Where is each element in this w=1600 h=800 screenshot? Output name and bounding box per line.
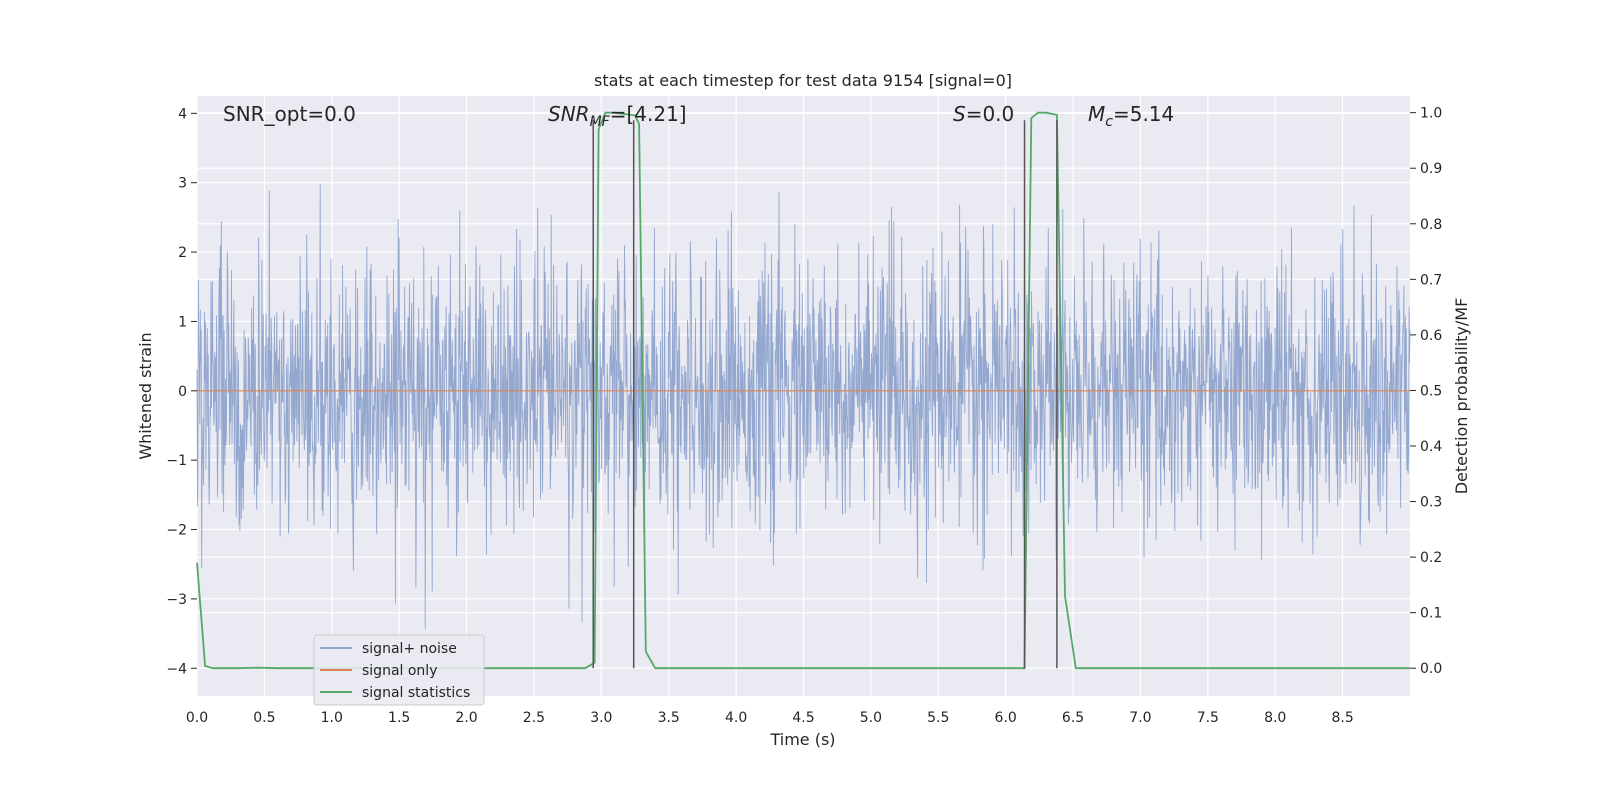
legend: signal+ noise signal only signal statist…: [313, 634, 485, 706]
annotation-s: S=0.0: [953, 102, 1014, 126]
y-right-axis-label: Detection probability/MF: [1452, 298, 1471, 495]
y-left-tick-labels: −4 −3 −2 −1 0 1 2 3 4: [166, 106, 197, 677]
legend-box: [313, 634, 485, 706]
y-right-tick-5: 0.5: [1420, 383, 1442, 399]
y-right-tick-8: 0.8: [1420, 217, 1442, 233]
x-tick-labels: 0.0 0.5 1.0 1.5 2.0 2.5 3.0 3.5 4.0 4.5 5.0 5.5 6.0 6…: [186, 710, 1354, 726]
x-tick-9: 4.5: [792, 710, 814, 726]
x-tick-0: 0.0: [186, 710, 208, 726]
mc-sub: c: [1105, 114, 1113, 130]
y-left-tick-1: −3: [166, 592, 187, 608]
y-left-tick-6: 2: [178, 245, 187, 261]
y-right-tick-0: 0.0: [1420, 661, 1442, 677]
y-right-tick-labels: 0.0 0.1 0.2 0.3 0.4 0.5 0.6 0.7 0.8 0.9 1.0: [1410, 106, 1442, 677]
y-left-tick-2: −2: [166, 523, 187, 539]
y-right-tick-9: 0.9: [1420, 161, 1442, 177]
annotation-mc: Mc=5.14: [1088, 102, 1174, 130]
y-right-tick-2: 0.2: [1420, 550, 1442, 566]
snr-mf-base: SNR: [548, 102, 590, 126]
snr-mf-sub: MF: [590, 114, 611, 130]
x-tick-3: 1.5: [388, 710, 410, 726]
y-right-tick-1: 0.1: [1420, 606, 1442, 622]
mc-value: =5.14: [1113, 102, 1174, 126]
y-left-tick-5: 1: [178, 314, 187, 330]
annotation-snr-mf: SNRMF=[4.21]: [548, 102, 687, 130]
vertical-markers: [592, 120, 1058, 669]
x-tick-1: 0.5: [253, 710, 275, 726]
s-value: =0.0: [966, 102, 1015, 126]
x-tick-2: 1.0: [321, 710, 343, 726]
y-right-tick-6: 0.6: [1420, 328, 1442, 344]
legend-label-noise: signal+ noise: [362, 641, 457, 657]
y-right-tick-7: 0.7: [1420, 272, 1442, 288]
signal-statistics-series: [196, 111, 1410, 670]
signal-noise-series: [196, 183, 1411, 629]
x-tick-14: 7.0: [1129, 710, 1151, 726]
signal-noise-line: [196, 183, 1411, 629]
y-right-tick-4: 0.4: [1420, 439, 1442, 455]
y-right-tick-10: 1.0: [1420, 106, 1442, 122]
x-tick-17: 8.5: [1331, 710, 1353, 726]
s-symbol: S: [953, 102, 966, 126]
signal-statistics-line: [196, 111, 1410, 670]
y-left-tick-8: 4: [178, 106, 187, 122]
x-tick-15: 7.5: [1197, 710, 1219, 726]
chart-title: stats at each timestep for test data 915…: [594, 71, 1012, 90]
snr-mf-value: =[4.21]: [610, 102, 687, 126]
x-tick-6: 3.0: [590, 710, 612, 726]
x-tick-16: 8.0: [1264, 710, 1286, 726]
x-tick-10: 5.0: [860, 710, 882, 726]
y-right-tick-3: 0.3: [1420, 495, 1442, 511]
legend-label-signal-only: signal only: [362, 663, 437, 679]
x-tick-11: 5.5: [927, 710, 949, 726]
x-tick-13: 6.5: [1062, 710, 1084, 726]
y-left-tick-7: 3: [178, 176, 187, 192]
y-left-tick-3: −1: [166, 453, 187, 469]
x-tick-5: 2.5: [523, 710, 545, 726]
y-left-tick-4: 0: [178, 384, 187, 400]
legend-label-statistics: signal statistics: [362, 685, 470, 701]
x-tick-12: 6.0: [995, 710, 1017, 726]
x-axis-label: Time (s): [769, 730, 835, 749]
x-tick-8: 4.0: [725, 710, 747, 726]
y-left-axis-label: Whitened strain: [136, 332, 155, 459]
x-tick-4: 2.0: [455, 710, 477, 726]
annotation-snr-opt: SNR_opt=0.0: [223, 102, 356, 126]
y-left-tick-0: −4: [166, 661, 187, 677]
mc-base: M: [1088, 102, 1105, 126]
x-tick-7: 3.5: [658, 710, 680, 726]
